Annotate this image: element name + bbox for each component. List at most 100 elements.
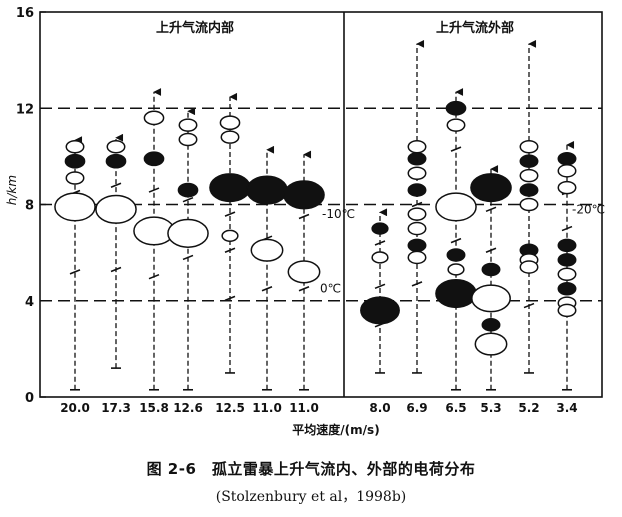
temperature-label: -20℃ (572, 202, 605, 216)
negative-charge-region (481, 262, 501, 277)
level-dash (561, 225, 573, 232)
negative-charge-region (519, 154, 539, 168)
positive-charge-region (557, 267, 577, 282)
negative-charge-region (407, 238, 427, 253)
negative-charge-region (371, 222, 389, 235)
x-tick-label: 8.0 (369, 401, 390, 415)
negative-charge-region (246, 175, 288, 205)
level-dash (485, 247, 497, 253)
positive-charge-region (407, 221, 427, 236)
negative-charge-region (557, 281, 577, 296)
level-dash (69, 269, 81, 275)
x-tick-label: 20.0 (60, 401, 90, 415)
column-3 (133, 88, 175, 391)
column-9 (407, 39, 427, 374)
positive-charge-region (143, 110, 165, 126)
negative-charge-region (519, 183, 539, 197)
negative-charge-region (360, 296, 400, 325)
negative-charge-region (407, 183, 427, 197)
negative-charge-region (445, 100, 467, 116)
column-1 (54, 136, 96, 391)
level-dash (224, 295, 236, 302)
positive-charge-region (474, 332, 508, 356)
positive-charge-region (221, 229, 239, 242)
x-tick-label: 11.0 (289, 401, 319, 415)
charge-distribution-chart: 上升气流内部 上升气流外部 0 4 8 12 16 h/km -10℃ 0℃ -20℃ 20.0… (5, 6, 605, 437)
negative-charge-region (557, 253, 577, 267)
negative-charge-region (105, 153, 127, 169)
positive-charge-region (435, 192, 477, 222)
level-dash (182, 254, 194, 261)
negative-charge-region (143, 151, 165, 167)
level-dash (450, 146, 462, 152)
positive-charge-region (219, 115, 241, 131)
positive-charge-region (407, 166, 427, 180)
y-tick-label: 16 (16, 6, 34, 21)
column-2 (95, 133, 137, 369)
column-5 (209, 92, 251, 374)
column-12 (519, 39, 539, 374)
level-dash (182, 196, 194, 203)
level-dash (110, 182, 122, 188)
negative-charge-region (446, 248, 466, 262)
level-dash (110, 266, 122, 273)
level-dash (224, 211, 236, 217)
positive-charge-region (371, 251, 389, 264)
negative-charge-region (64, 153, 86, 169)
negative-charge-region (470, 173, 512, 203)
positive-charge-region (557, 303, 577, 318)
level-dash (411, 281, 423, 287)
level-dash (450, 237, 462, 244)
positive-charge-region (557, 180, 577, 195)
positive-charge-region (446, 118, 466, 132)
temperature-label: -10℃ (322, 207, 355, 221)
level-dash (411, 201, 423, 208)
level-dash (374, 240, 386, 246)
positive-charge-region (65, 171, 85, 185)
chart-marks: -10℃ 0℃ -20℃ (54, 39, 605, 391)
x-tick-label: 5.2 (518, 401, 539, 415)
level-dash (523, 302, 535, 309)
positive-charge-region (95, 194, 137, 224)
positive-charge-region (250, 238, 284, 262)
positive-charge-region (287, 260, 321, 284)
level-dash (374, 283, 386, 290)
x-tick-label: 11.0 (252, 401, 282, 415)
x-tick-label: 17.3 (101, 401, 131, 415)
x-tick-label: 3.4 (556, 401, 577, 415)
positive-charge-region (519, 260, 539, 274)
positive-charge-region (519, 197, 539, 212)
negative-charge-region (177, 182, 199, 198)
figure-caption: 图 2-6 孤立雷暴上升气流内、外部的电荷分布 (146, 460, 476, 478)
column-8 (360, 208, 400, 374)
positive-charge-region (106, 139, 126, 154)
y-tick-label: 12 (16, 102, 34, 117)
x-tick-label: 6.9 (406, 401, 427, 415)
x-tick-label: 6.5 (445, 401, 466, 415)
positive-charge-region (220, 130, 240, 144)
positive-charge-region (407, 207, 427, 221)
y-tick-label: 0 (25, 391, 34, 406)
column-13 (557, 141, 577, 391)
column-11 (470, 165, 512, 391)
level-dash (298, 213, 310, 220)
negative-charge-region (557, 152, 577, 166)
level-dash (148, 187, 160, 193)
level-dash (148, 273, 160, 280)
level-dash (298, 285, 310, 292)
positive-charge-region (178, 118, 198, 132)
y-tick-label: 8 (25, 199, 34, 214)
y-axis: 0 4 8 12 16 h/km (5, 6, 46, 406)
y-axis-label: h/km (5, 175, 19, 205)
figure-citation: (Stolzenbury et al，1998b) (215, 489, 407, 505)
column-10 (435, 88, 477, 391)
x-axis: 20.0 17.3 15.8 12.6 12.5 11.0 11.0 8.0 6.9 6.5 5.3… (60, 401, 577, 437)
negative-charge-region (209, 173, 251, 203)
positive-charge-region (178, 132, 198, 147)
positive-charge-region (407, 139, 427, 154)
negative-charge-region (407, 152, 427, 166)
temperature-label: 0℃ (320, 282, 341, 296)
positive-charge-region (167, 218, 209, 248)
x-tick-label: 12.6 (173, 401, 203, 415)
positive-charge-region (65, 139, 85, 154)
